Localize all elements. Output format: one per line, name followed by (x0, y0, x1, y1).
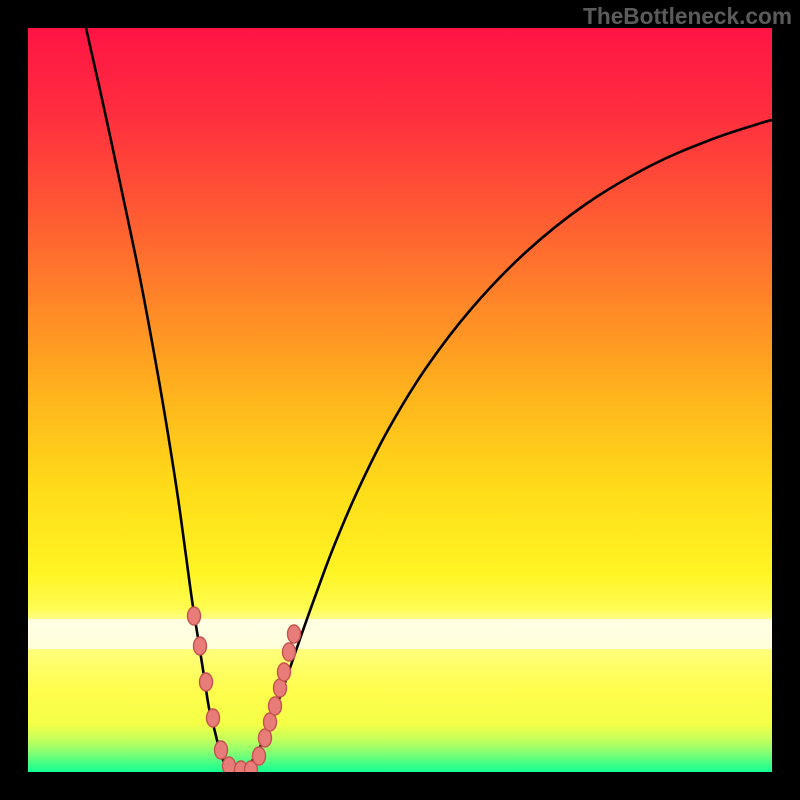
curve-marker (207, 709, 220, 727)
curve-marker (269, 697, 282, 715)
curve-marker (215, 741, 228, 759)
left-curve (86, 28, 236, 772)
curve-marker (194, 637, 207, 655)
curve-marker (223, 757, 236, 772)
right-curve (236, 120, 772, 772)
curve-marker (278, 663, 291, 681)
curve-marker (188, 607, 201, 625)
chart-frame: TheBottleneck.com (0, 0, 800, 800)
curve-marker (259, 729, 272, 747)
curve-marker (288, 625, 301, 643)
plot-area (28, 28, 772, 772)
curve-marker (200, 673, 213, 691)
curve-marker (283, 643, 296, 661)
watermark-text: TheBottleneck.com (583, 3, 792, 30)
curve-marker (253, 747, 266, 765)
marker-group (188, 607, 301, 772)
curve-layer (28, 28, 772, 772)
curve-marker (264, 713, 277, 731)
curve-marker (274, 679, 287, 697)
